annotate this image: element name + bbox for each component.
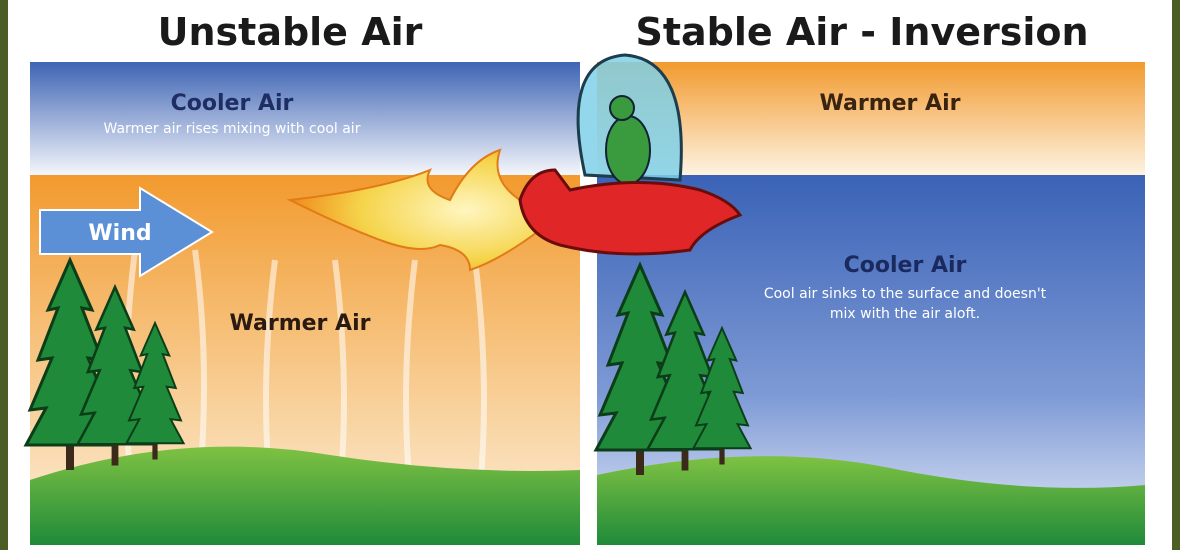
hill	[30, 446, 580, 545]
left-title: Unstable Air	[158, 10, 423, 54]
wind-arrow	[39, 186, 214, 278]
right-title: Stable Air - Inversion	[635, 10, 1088, 54]
frame-left	[0, 0, 8, 550]
top-note: Warmer air rises mixing with cool air	[104, 121, 361, 137]
frame-right	[1172, 0, 1180, 550]
left-panel: Wind Cooler Air Warmer air rises mixing …	[24, 62, 580, 545]
wind-label: Wind	[88, 221, 151, 246]
rocket	[286, 53, 743, 272]
warm-layer	[597, 62, 1145, 175]
bottom-note: mix with the air aloft.	[830, 306, 980, 322]
bottom-label: Warmer Air	[230, 311, 371, 336]
right-panel: Warmer Air Cooler Air Cool air sinks to …	[594, 62, 1145, 545]
bottom-label: Cooler Air	[844, 253, 967, 278]
top-label: Warmer Air	[820, 91, 961, 116]
bottom-note: Cool air sinks to the surface and doesn'…	[764, 286, 1047, 302]
top-label: Cooler Air	[171, 91, 294, 116]
hill	[597, 456, 1145, 545]
